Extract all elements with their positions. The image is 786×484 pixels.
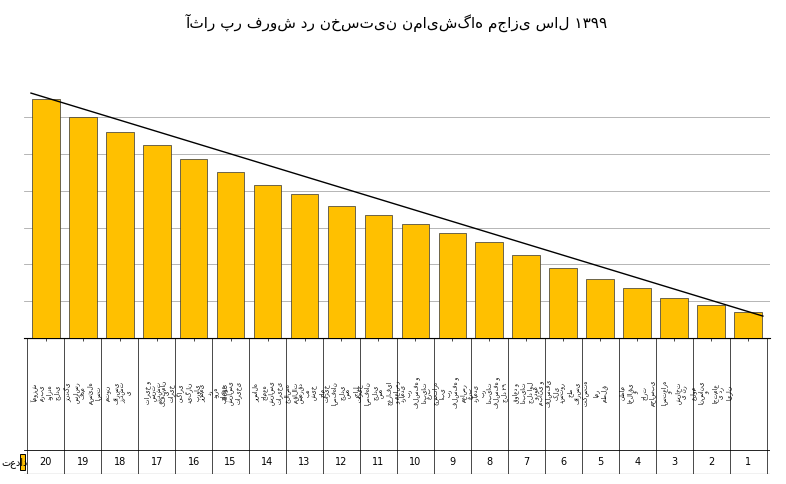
Bar xyxy=(586,279,614,338)
Bar xyxy=(365,215,392,338)
Bar xyxy=(180,159,208,338)
Text: متون
فارسی
زردشت
ی: متون فارسی زردشت ی xyxy=(107,381,132,404)
Bar xyxy=(512,255,540,338)
Bar xyxy=(32,99,60,338)
Text: تاریخ و
سنت
زردشت
ی: تاریخ و سنت زردشت ی xyxy=(144,381,170,404)
Text: 11: 11 xyxy=(373,457,384,467)
Text: خلاصه
مقالات
سمرقد
به
شیخ
جام: خلاصه مقالات سمرقد به شیخ جام xyxy=(284,382,325,403)
Text: 12: 12 xyxy=(336,457,347,467)
Bar xyxy=(660,298,688,338)
Text: 6: 6 xyxy=(560,457,567,467)
Bar xyxy=(623,288,651,338)
Text: تاریخ
اصفهان
جلدی
سه
رجال: تاریخ اصفهان جلدی سه رجال xyxy=(323,381,360,405)
Text: رساله
جامعه
شناسی
تاریخی: رساله جامعه شناسی تاریخی xyxy=(252,380,282,405)
Bar xyxy=(106,132,134,338)
Bar xyxy=(697,305,725,338)
Bar xyxy=(69,117,97,338)
Bar xyxy=(476,242,503,338)
Text: نظام
اخلاقی
و
حارت
محاسبی: نظام اخلاقی و حارت محاسبی xyxy=(619,379,656,406)
Bar xyxy=(328,206,355,338)
Text: 19: 19 xyxy=(76,457,89,467)
FancyBboxPatch shape xyxy=(20,454,25,470)
Bar xyxy=(734,312,762,338)
Text: درآمدی
بر
فلسفه و
ادبیات
غرب: درآمدی بر فلسفه و ادبیات غرب xyxy=(398,377,433,408)
Text: 3: 3 xyxy=(671,457,678,467)
Bar xyxy=(143,145,171,338)
Text: 18: 18 xyxy=(113,457,126,467)
Text: تعداد: تعداد xyxy=(1,456,28,468)
Text: علوم
انسانی
و
اجتماع
ی در
ایران: علوم انسانی و اجتماع ی در ایران xyxy=(689,381,733,405)
Text: جامعه
شناسی
تاریخی: جامعه شناسی تاریخی xyxy=(219,380,242,405)
Text: امر
مطلق: امر مطلق xyxy=(593,384,608,402)
Text: 14: 14 xyxy=(262,457,274,467)
Text: درآمدی
بر
ادبیات
فلسفه و
جلد ۲۹: درآمدی بر ادبیات فلسفه و جلد ۲۹ xyxy=(471,377,508,408)
Bar xyxy=(402,224,429,338)
Text: 15: 15 xyxy=(224,457,237,467)
Text: 17: 17 xyxy=(150,457,163,467)
Text: تاریخ
اصفهان
جلدی
سه
جغرافیا
و معاصر: تاریخ اصفهان جلدی سه جغرافیا و معاصر xyxy=(356,380,401,405)
Bar xyxy=(291,195,318,338)
Text: مبانی و
فلسفی
کلی
دستور
خط
فارسی
تکسته: مبانی و فلسفی کلی دستور خط فارسی تکسته xyxy=(538,378,589,407)
Text: 1: 1 xyxy=(745,457,751,467)
Bar xyxy=(549,268,577,338)
Title: آثار پر فروش در نخستین نمایشگاه مجازی سال ۱۳۹۹: آثار پر فروش در نخستین نمایشگاه مجازی سا… xyxy=(185,14,608,32)
Text: 10: 10 xyxy=(410,457,421,467)
Text: زندگی
سراسر
فهم
مسئله
است: زندگی سراسر فهم مسئله است xyxy=(64,381,101,404)
Bar xyxy=(254,185,281,338)
Text: 8: 8 xyxy=(487,457,492,467)
Text: 2: 2 xyxy=(708,457,714,467)
Text: 7: 7 xyxy=(523,457,530,467)
Bar xyxy=(217,172,244,338)
Text: 16: 16 xyxy=(188,457,200,467)
Bar xyxy=(439,233,466,338)
Text: 13: 13 xyxy=(299,457,310,467)
Text: قواعد و
ادبیات
جلد اول
و دوم: قواعد و ادبیات جلد اول و دوم xyxy=(512,382,540,403)
Text: گفتمان
تاریخ
نگاری
دیگران
پروای
رسمی
در
دوره
پهلوی: گفتمان تاریخ نگاری دیگران پروای رسمی در … xyxy=(160,379,228,406)
Text: استعاره
و
شناخت
ی نر: استعاره و شناخت ی نر xyxy=(660,380,688,405)
Text: 4: 4 xyxy=(634,457,641,467)
Text: آموزش
مربی
دوازده
جلدی: آموزش مربی دوازده جلدی xyxy=(31,384,61,402)
Text: 5: 5 xyxy=(597,457,604,467)
Text: 20: 20 xyxy=(39,457,52,467)
Text: 9: 9 xyxy=(450,457,455,467)
Text: جستاره
ابی
بر
فلسفه و
معاصر
غرب: جستاره ابی بر فلسفه و معاصر غرب xyxy=(432,377,473,408)
